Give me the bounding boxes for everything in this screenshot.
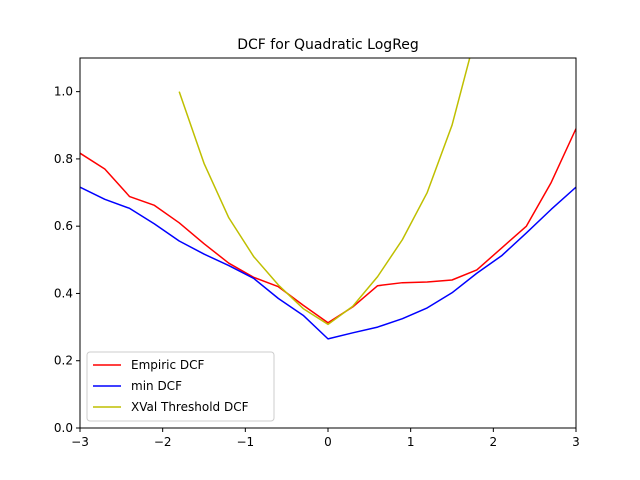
- y-tick-label: 0.8: [54, 152, 73, 166]
- x-tick-label: −2: [154, 435, 172, 449]
- y-tick-label: 0.0: [54, 421, 73, 435]
- x-tick-label: 1: [407, 435, 415, 449]
- legend-label: Empiric DCF: [131, 358, 205, 372]
- x-axis: −3 −2 −1 0 1 2 3: [71, 428, 580, 449]
- series-line-1: [80, 186, 576, 340]
- series-line-0: [80, 128, 576, 324]
- x-tick-label: 2: [490, 435, 498, 449]
- y-tick-label: 1.0: [54, 85, 73, 99]
- plot-frame: [79, 57, 577, 429]
- legend-label: min DCF: [131, 379, 182, 393]
- x-tick-label: 0: [324, 435, 332, 449]
- legend-box: [86, 351, 275, 422]
- x-tick-label: −3: [71, 435, 89, 449]
- x-tick-label: 3: [572, 435, 580, 449]
- legend-label: XVal Threshold DCF: [131, 400, 249, 414]
- chart-title: DCF for Quadratic LogReg: [237, 37, 419, 53]
- y-tick-label: 0.4: [54, 286, 73, 300]
- y-axis: 0.0 0.2 0.4 0.6 0.8 1.0: [54, 85, 80, 435]
- series-layer: [80, 58, 576, 340]
- y-tick-label: 0.2: [54, 354, 73, 368]
- series-line-2: [178, 58, 471, 326]
- y-tick-label: 0.6: [54, 219, 73, 233]
- legend: Empiric DCF min DCF XVal Threshold DCF: [86, 351, 275, 422]
- x-tick-label: −1: [236, 435, 254, 449]
